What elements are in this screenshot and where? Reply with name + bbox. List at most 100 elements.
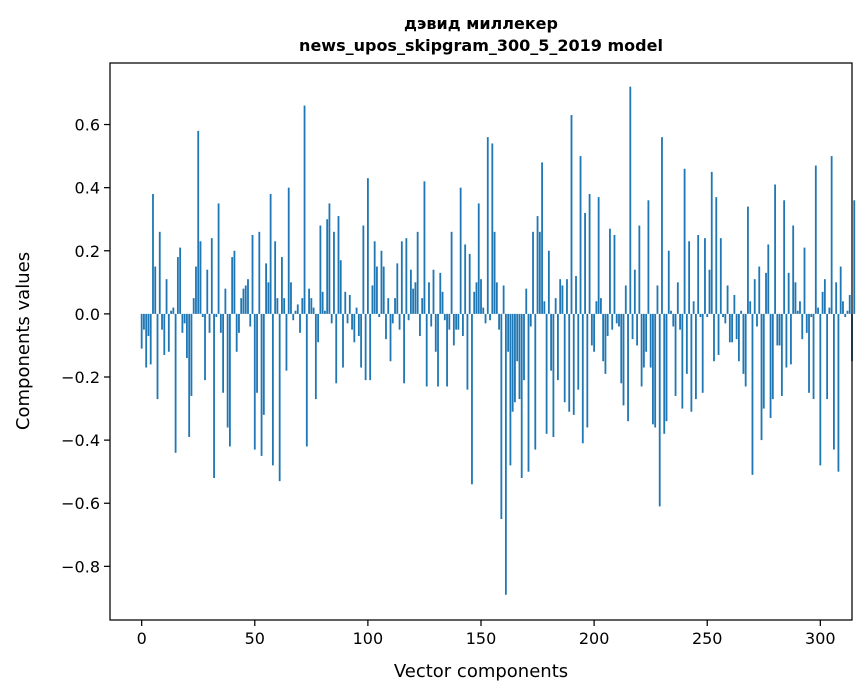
bar [344, 291, 347, 314]
bar [715, 197, 718, 314]
bar [728, 313, 731, 343]
bar [572, 313, 575, 415]
bar [346, 313, 349, 324]
bar [529, 313, 532, 327]
bar [362, 225, 365, 314]
bar [428, 282, 430, 314]
bar [366, 178, 369, 314]
bar [595, 301, 598, 314]
bar [253, 313, 256, 450]
bar [828, 307, 831, 314]
bar [457, 313, 460, 330]
bar [833, 313, 835, 450]
bar [839, 266, 842, 314]
bar [353, 313, 356, 343]
bar [538, 231, 541, 314]
bar [590, 313, 593, 346]
bar [726, 285, 729, 314]
bar [633, 269, 636, 314]
bar [285, 313, 288, 371]
bar [853, 200, 856, 314]
bar [441, 291, 444, 314]
bar [606, 313, 609, 336]
bar [631, 313, 634, 340]
bar [805, 313, 808, 333]
bar [473, 291, 476, 314]
bar [448, 313, 451, 330]
bar [776, 313, 779, 346]
bar [667, 250, 670, 314]
bar [670, 310, 672, 314]
bar [762, 313, 765, 409]
bar [520, 313, 523, 478]
bar [262, 313, 265, 415]
bar [790, 313, 792, 365]
bar [719, 238, 722, 314]
bar [281, 257, 283, 314]
bar [217, 203, 220, 314]
bar [629, 86, 632, 314]
bar [509, 313, 512, 466]
bar [294, 310, 297, 314]
x-tick-label: 100 [353, 629, 384, 648]
bar [394, 298, 396, 314]
bar [491, 143, 494, 314]
bar [543, 301, 546, 314]
bar [299, 313, 301, 333]
bar [636, 313, 638, 346]
bar [747, 206, 749, 314]
bar [615, 313, 618, 324]
bar [504, 313, 507, 595]
bar [452, 313, 455, 346]
bar [357, 313, 360, 336]
bar [385, 313, 387, 340]
bar [740, 310, 743, 314]
bar [584, 212, 586, 314]
bar [810, 313, 813, 318]
bar [778, 313, 781, 346]
bar [192, 298, 195, 314]
bar [624, 285, 627, 314]
bar [292, 313, 295, 321]
bar [597, 197, 600, 314]
bar [835, 282, 838, 314]
bar [140, 313, 143, 349]
bar [480, 279, 482, 314]
bar [690, 313, 693, 412]
bar [337, 216, 340, 314]
bar [396, 263, 399, 314]
bar [749, 301, 752, 314]
bar [471, 313, 473, 485]
bar [443, 313, 446, 321]
bar [468, 253, 471, 314]
bar [242, 288, 245, 314]
bar [240, 298, 243, 314]
bar [645, 313, 648, 352]
bar [724, 313, 727, 324]
bar [498, 313, 500, 330]
bar [697, 234, 700, 314]
bar [731, 313, 734, 343]
bar [231, 257, 234, 314]
bar [532, 231, 534, 314]
bar [489, 313, 491, 321]
x-tick-label: 200 [579, 629, 610, 648]
bar [339, 260, 342, 314]
y-tick-label: 0.2 [75, 242, 100, 261]
bar [733, 294, 736, 314]
plot-frame [109, 62, 853, 621]
bar [742, 313, 745, 374]
bar [638, 225, 641, 314]
bar [579, 156, 582, 314]
bar [679, 313, 681, 330]
bar [391, 313, 394, 324]
bar [751, 313, 754, 475]
bar [801, 313, 804, 340]
bar [783, 200, 786, 314]
bar [826, 313, 829, 400]
bar [247, 279, 249, 314]
x-axis-label: Vector components [394, 661, 568, 682]
bar [507, 313, 510, 352]
bar [593, 313, 596, 352]
bar [446, 313, 448, 387]
